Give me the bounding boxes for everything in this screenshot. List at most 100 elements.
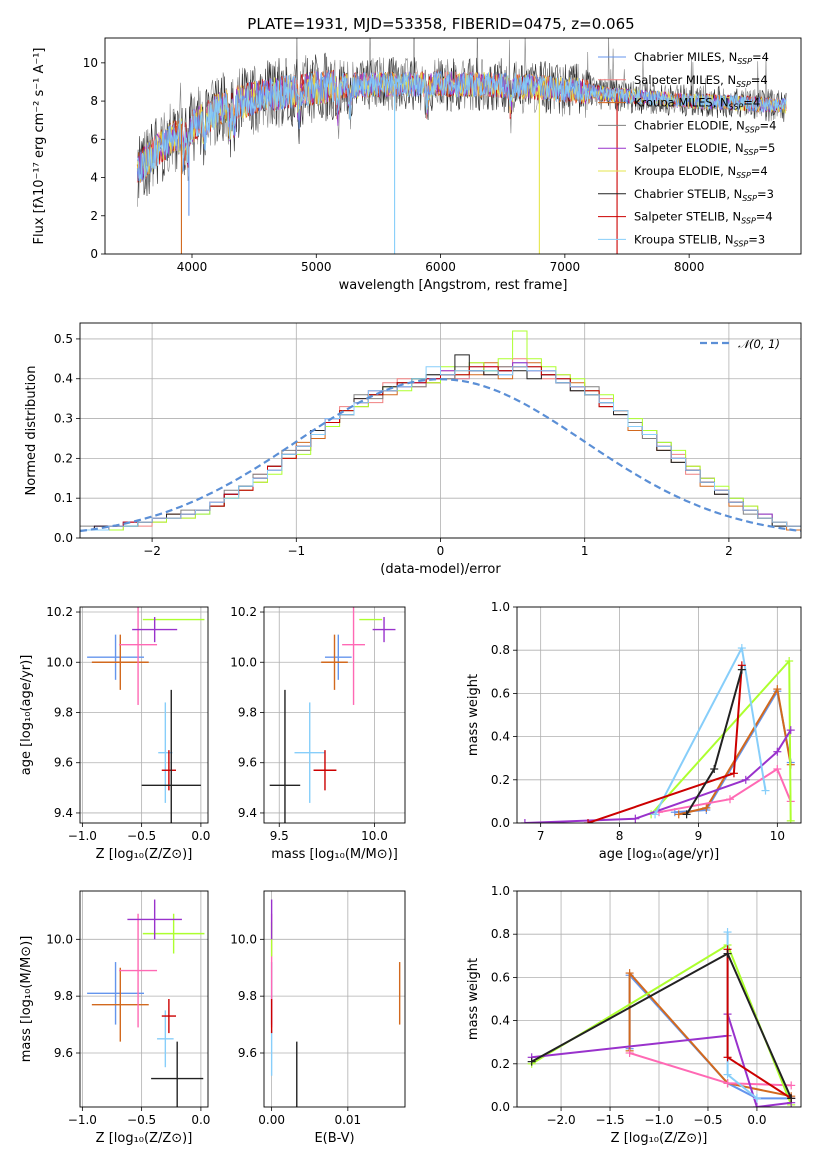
x-axis-label: (data-model)/error [380, 562, 501, 577]
y-tick-label: 0.6 [491, 970, 510, 984]
errorbar-point [324, 634, 352, 680]
weight-marker [786, 816, 795, 823]
weight-marker [787, 1081, 796, 1090]
y-tick-label: 0.5 [54, 332, 73, 346]
gridlines [80, 891, 208, 1107]
y-tick-label: 9.8 [238, 989, 257, 1003]
weight-marker [527, 1057, 536, 1066]
plot-area [269, 607, 396, 823]
ticks: 4000 5000 6000 7000 8000 0 2 4 6 8 10 [83, 56, 705, 274]
errorbar-point [321, 634, 348, 690]
x-tick-label: −1.0 [68, 829, 97, 843]
legend-label-main: Chabrier MILES, N [634, 50, 737, 64]
y-tick-label: 10.0 [46, 655, 73, 669]
x-tick-label: 0.0 [747, 1113, 766, 1127]
legend-label-tail: =5 [758, 141, 775, 155]
y-tick-label: 0 [90, 247, 98, 261]
errorbar-point [91, 634, 149, 690]
weight-marker [682, 810, 691, 819]
legend-label-main: Kroupa ELODIE, N [634, 164, 736, 178]
panel-age-vs-Z: −1.0 −0.5 0.0 9.4 9.6 9.8 10.0 10.2 Z [log₁₀(Z/Z… [19, 605, 210, 862]
errorbar-point [161, 999, 176, 1034]
errorbar-point [294, 702, 325, 803]
y-tick-label: 8 [90, 94, 98, 108]
y-tick-label: 10.0 [46, 932, 73, 946]
x-tick-label: −1.0 [644, 1113, 673, 1127]
legend-label-tail: =4 [760, 118, 777, 132]
y-axis-label: age [log₁₀(age/yr)] [19, 655, 34, 776]
y-tick-label: 0.8 [491, 643, 510, 657]
x-tick-label: 9.5 [270, 829, 289, 843]
x-axis-label: wavelength [Angstrom, rest frame] [339, 278, 568, 293]
x-tick-label: −0.5 [693, 1113, 722, 1127]
errorbar-point [142, 913, 205, 954]
errorbar-point [87, 634, 144, 680]
y-tick-label: 9.6 [238, 1046, 257, 1060]
errorbar-point [127, 899, 182, 940]
panel-weight-vs-age: 7 8 9 10 0.0 0.2 0.4 0.6 0.8 1.0 age [log₁₀(age/yr… [466, 600, 802, 862]
legend-label-tail: =4 [751, 73, 768, 87]
weight-marker [729, 769, 738, 778]
legend-label-sub: SSP [736, 80, 751, 89]
errorbar-point [119, 607, 158, 705]
x-tick-label: 0.0 [191, 829, 210, 843]
y-tick-label: 10.0 [230, 932, 257, 946]
x-tick-label: 4000 [177, 260, 208, 274]
weight-marker [520, 819, 529, 823]
errorbar-point [141, 689, 201, 823]
x-tick-label: 7 [537, 829, 545, 843]
errorbar-point [372, 617, 396, 643]
y-tick-label: 1.0 [491, 600, 510, 614]
errorbar-point [157, 1010, 174, 1068]
weight-marker [787, 1094, 796, 1103]
x-axis-label: Z [log₁₀(Z/Z⊙)] [96, 1131, 193, 1146]
weight-marker [752, 1103, 761, 1107]
x-tick-label: −2.0 [546, 1113, 575, 1127]
plot-area [87, 899, 205, 1107]
x-tick-label: 2 [725, 544, 733, 558]
y-axis-label: mass weight [466, 674, 481, 756]
legend-label-sub: SSP [741, 217, 756, 226]
legend-label-tail: =4 [743, 96, 760, 110]
weight-marker [737, 665, 746, 674]
x-tick-label: 8 [616, 829, 624, 843]
weight-line [678, 688, 792, 816]
legend-label-tail: =3 [757, 187, 774, 201]
weight-marker [726, 795, 734, 804]
weight-marker [752, 1094, 761, 1103]
y-tick-label: 9.8 [54, 989, 73, 1003]
y-tick-label: 0.2 [491, 1057, 510, 1071]
plot-area [527, 928, 796, 1107]
y-axis-label: Flux [fλ10⁻¹⁷ erg cm⁻² s⁻¹ A⁻¹] [32, 48, 47, 245]
y-axis-label: mass [log₁₀(M/M⊙)] [19, 936, 34, 1063]
plot-area [80, 330, 801, 533]
y-tick-label: 6 [90, 132, 98, 146]
errorbar-point [91, 967, 149, 1042]
y-tick-label: 10.0 [230, 655, 257, 669]
legend-label-sub: SSP [737, 57, 752, 66]
y-tick-label: 0.0 [54, 531, 73, 545]
x-axis-label: Z [log₁₀(Z/Z⊙)] [96, 847, 193, 862]
x-tick-label: 10.0 [361, 829, 388, 843]
weight-marker [702, 803, 711, 812]
y-tick-label: 2 [90, 209, 98, 223]
axes-frame [263, 606, 406, 824]
gridlines [80, 607, 208, 823]
y-tick-label: 0.2 [491, 773, 510, 787]
legend-label-tail: =4 [756, 210, 773, 224]
x-axis-label: Z [log₁₀(Z/Z⊙)] [611, 1131, 708, 1146]
weight-marker [710, 765, 719, 773]
weight-marker [723, 949, 732, 958]
errorbar-point [158, 702, 173, 803]
weight-line [658, 768, 792, 814]
gaussian-curve [80, 378, 801, 533]
y-tick-label: 9.6 [54, 756, 73, 770]
legend-label-sub: SSP [729, 103, 744, 112]
legend-label: Salpeter MILES, NSSP=4 [634, 73, 768, 89]
axes-frame [79, 322, 802, 539]
x-tick-label: 6000 [425, 260, 456, 274]
ticks: −2 −1 0 1 2 0.0 0.1 0.2 0.3 0.4 0.5 [54, 332, 733, 558]
errorbar-point [342, 607, 365, 705]
x-tick-label: 10 [770, 829, 785, 843]
